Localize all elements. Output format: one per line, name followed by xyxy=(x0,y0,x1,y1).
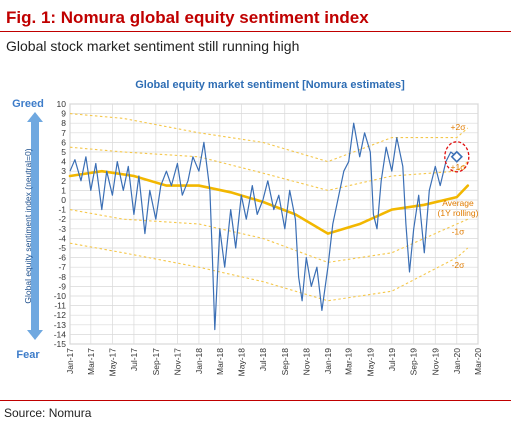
band-annotations: +2σ +1σ Average (1Y rolling) -1σ -2σ xyxy=(438,122,479,270)
x-tick-label: Nov-19 xyxy=(430,348,440,376)
axis-arrow-down xyxy=(27,330,43,340)
y-tick-label: -8 xyxy=(58,272,66,282)
x-tick-label: Nov-17 xyxy=(172,348,182,376)
footer-rule xyxy=(0,400,511,401)
sigma-band-line xyxy=(69,113,469,163)
y-tick-label: 7 xyxy=(61,128,66,138)
y-axis-label-group: Greed Fear Global equity sentiment index (… xyxy=(12,98,44,361)
y-tick-label: 8 xyxy=(61,118,66,128)
annotation-minus1: -1σ xyxy=(452,227,466,237)
sigma-band-line xyxy=(69,146,469,191)
y-tick-label: 6 xyxy=(61,137,66,147)
y-tick-label: -3 xyxy=(58,224,66,234)
x-tick-label: Jan-18 xyxy=(194,348,204,374)
x-tick-label: Jul-19 xyxy=(387,348,397,371)
x-tick-label: Nov-18 xyxy=(301,348,311,376)
x-tick-label: May-19 xyxy=(365,348,375,377)
annotation-average: Average (1Y rolling) xyxy=(438,198,479,218)
x-tick-labels: Jan-17 Mar-17 May-17 Jul-17 Sep-17 Nov-17 Jan-… xyxy=(65,348,483,377)
source-note: Source: Nomura xyxy=(4,406,92,420)
y-tick-label: -2 xyxy=(58,214,66,224)
y-tick-label: 0 xyxy=(61,195,66,205)
y-tick-label: 9 xyxy=(61,109,66,119)
y-tick-label: -9 xyxy=(58,281,66,291)
x-tick-label: May-18 xyxy=(236,348,246,377)
annotation-plus1: +1σ xyxy=(451,162,467,172)
y-tick-label: -1 xyxy=(58,205,66,215)
x-tick-label: May-17 xyxy=(107,348,117,377)
sentiment-chart: Global equity market sentiment [Nomura e… xyxy=(12,79,483,377)
x-tick-label: Jul-18 xyxy=(258,348,268,371)
y-tick-label: 10 xyxy=(57,99,67,109)
x-tick-label: Sep-18 xyxy=(280,348,290,376)
grid-lines xyxy=(69,103,479,345)
y-tick-label: -5 xyxy=(58,243,66,253)
x-tick-label: Jul-17 xyxy=(129,348,139,371)
x-tick-label: Mar-20 xyxy=(473,348,483,375)
x-tick-label: Mar-19 xyxy=(344,348,354,375)
y-tick-label: -6 xyxy=(58,253,66,263)
annotation-plus2: +2σ xyxy=(451,122,467,132)
x-tick-label: Sep-19 xyxy=(409,348,419,376)
axis-arrow-shaft xyxy=(31,120,39,332)
title-rule xyxy=(0,31,511,32)
highlight-marker xyxy=(444,141,470,173)
sigma-band-line xyxy=(69,209,469,263)
figure-title: Fig. 1: Nomura global equity sentiment i… xyxy=(6,8,369,27)
x-tick-label: Jan-19 xyxy=(323,348,333,374)
y-tick-labels: 109876543210-1-2-3-4-5-6-7-8-9-10-11-12-… xyxy=(54,99,67,349)
y-tick-label: -4 xyxy=(58,233,66,243)
x-tick-label: Mar-17 xyxy=(86,348,96,375)
sigma-bands xyxy=(69,113,469,302)
y-axis-label: Global equity sentiment index (neutral=0… xyxy=(23,148,33,303)
y-tick-label: 3 xyxy=(61,166,66,176)
y-tick-label: 2 xyxy=(61,176,66,186)
sigma-band-line xyxy=(69,242,469,302)
y-tick-label: -7 xyxy=(58,262,66,272)
y-tick-label: 5 xyxy=(61,147,66,157)
y-tick-label: -10 xyxy=(54,291,67,301)
y-tick-label: -12 xyxy=(54,310,67,320)
diamond-marker xyxy=(450,150,463,163)
x-tick-label: Jan-20 xyxy=(452,348,462,374)
axis-arrow-up xyxy=(27,112,43,122)
x-tick-label: Jan-17 xyxy=(65,348,75,374)
x-tick-label: Mar-18 xyxy=(215,348,225,375)
plot-area xyxy=(69,103,479,345)
x-tick-label: Sep-17 xyxy=(151,348,161,376)
sentiment-line xyxy=(69,122,458,331)
greed-label: Greed xyxy=(12,98,44,110)
highlight-circle xyxy=(444,141,470,173)
y-tick-label: -13 xyxy=(54,320,67,330)
y-tick-label: 4 xyxy=(61,157,66,167)
annotation-minus2: -2σ xyxy=(452,260,466,270)
sentiment-series xyxy=(69,122,458,331)
y-tick-label: -15 xyxy=(54,339,67,349)
y-tick-label: -14 xyxy=(54,329,67,339)
chart-title: Global equity market sentiment [Nomura e… xyxy=(135,79,405,91)
figure-subtitle: Global stock market sentiment still runn… xyxy=(6,38,300,54)
fear-label: Fear xyxy=(16,349,40,361)
y-tick-label: 1 xyxy=(61,185,66,195)
y-tick-label: -11 xyxy=(54,301,66,311)
